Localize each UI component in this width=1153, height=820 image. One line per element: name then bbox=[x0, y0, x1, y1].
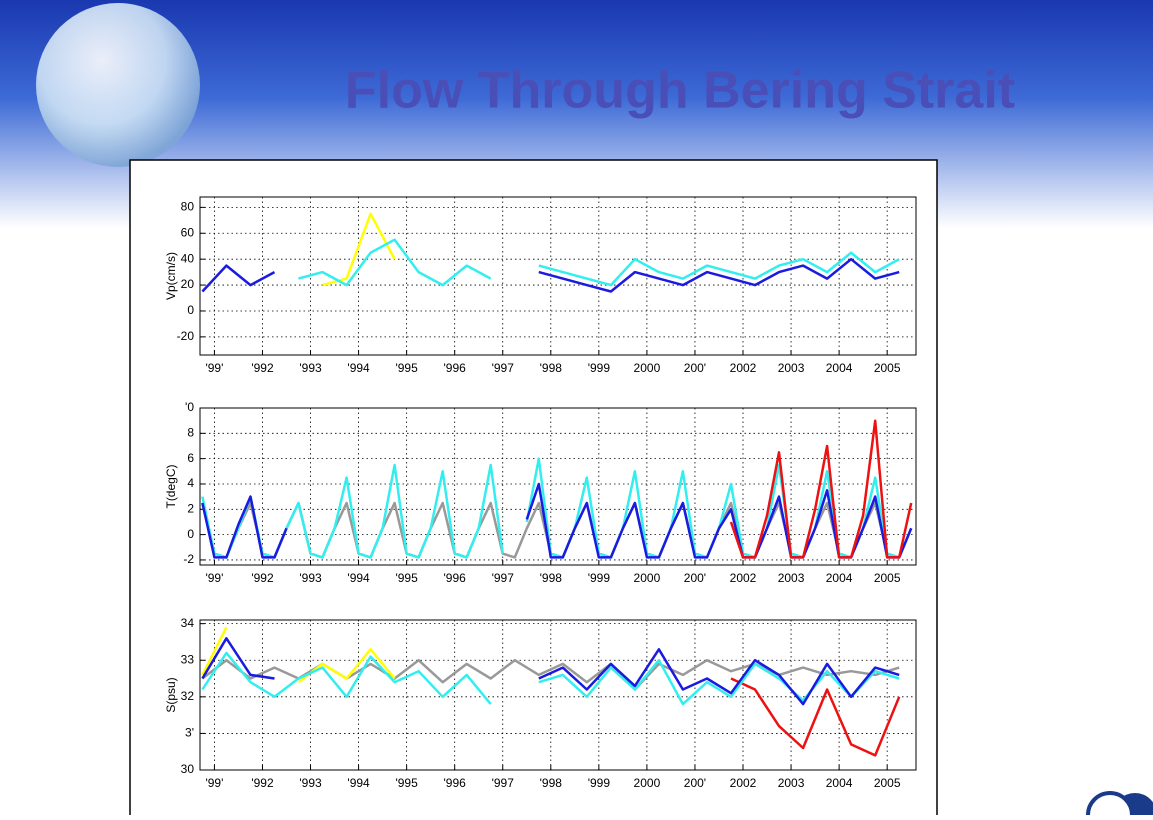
y-tick-label: '0 bbox=[185, 400, 194, 414]
x-tick-label: 200' bbox=[684, 361, 706, 375]
x-tick-label: '997 bbox=[492, 361, 515, 375]
x-tick-label: 2004 bbox=[826, 571, 853, 585]
page: Flow Through Bering Strait -20020406080'… bbox=[0, 0, 1153, 815]
x-tick-label: '998 bbox=[540, 571, 563, 585]
x-tick-label: 2003 bbox=[778, 571, 805, 585]
x-tick-label: 2004 bbox=[826, 776, 853, 790]
x-tick-label: 2005 bbox=[874, 776, 901, 790]
x-tick-label: '994 bbox=[347, 776, 370, 790]
x-tick-label: 2000 bbox=[634, 361, 661, 375]
y-axis-label: S(psu) bbox=[164, 677, 178, 712]
x-tick-label: '99' bbox=[205, 571, 223, 585]
x-tick-label: '993 bbox=[299, 776, 322, 790]
x-tick-label: '998 bbox=[540, 361, 563, 375]
y-tick-label: 30 bbox=[181, 762, 195, 776]
x-tick-label: '999 bbox=[588, 776, 611, 790]
y-tick-label: 0 bbox=[187, 303, 194, 317]
y-tick-label: 0 bbox=[187, 527, 194, 541]
x-tick-label: '996 bbox=[444, 571, 467, 585]
x-tick-label: '995 bbox=[395, 776, 418, 790]
x-tick-label: '994 bbox=[347, 571, 370, 585]
y-tick-label: 60 bbox=[181, 225, 195, 239]
x-tick-label: '997 bbox=[492, 776, 515, 790]
x-tick-label: 2005 bbox=[874, 361, 901, 375]
x-tick-label: 200' bbox=[684, 776, 706, 790]
x-tick-label: '993 bbox=[299, 361, 322, 375]
x-tick-label: '99' bbox=[205, 361, 223, 375]
y-tick-label: -20 bbox=[177, 329, 195, 343]
y-tick-label: 32 bbox=[181, 689, 195, 703]
y-tick-label: 80 bbox=[181, 200, 195, 214]
x-tick-label: 2002 bbox=[730, 361, 757, 375]
x-tick-label: '998 bbox=[540, 776, 563, 790]
x-tick-label: 2005 bbox=[874, 571, 901, 585]
y-tick-label: 20 bbox=[181, 277, 195, 291]
x-tick-label: '996 bbox=[444, 776, 467, 790]
y-tick-label: 33 bbox=[181, 652, 195, 666]
x-tick-label: '999 bbox=[588, 571, 611, 585]
y-tick-label: -2 bbox=[183, 552, 194, 566]
x-tick-label: '99' bbox=[205, 776, 223, 790]
y-axis-label: Vp(cm/s) bbox=[164, 252, 178, 300]
globe-decoration bbox=[36, 3, 200, 167]
x-tick-label: '995 bbox=[395, 571, 418, 585]
x-tick-label: 2002 bbox=[730, 571, 757, 585]
x-tick-label: '994 bbox=[347, 361, 370, 375]
x-tick-label: '992 bbox=[251, 361, 274, 375]
x-tick-label: '999 bbox=[588, 361, 611, 375]
x-tick-label: 2000 bbox=[634, 571, 661, 585]
y-tick-label: 8 bbox=[187, 425, 194, 439]
x-tick-label: 200' bbox=[684, 571, 706, 585]
slide-title: Flow Through Bering Strait bbox=[345, 62, 1015, 120]
x-tick-label: 2002 bbox=[730, 776, 757, 790]
x-tick-label: '992 bbox=[251, 571, 274, 585]
x-tick-label: '992 bbox=[251, 776, 274, 790]
y-axis-label: T(degC) bbox=[164, 464, 178, 508]
y-tick-label: 34 bbox=[181, 616, 195, 630]
x-tick-label: 2003 bbox=[778, 361, 805, 375]
y-tick-label: 3' bbox=[185, 726, 194, 740]
y-tick-label: 40 bbox=[181, 251, 195, 265]
x-tick-label: 2000 bbox=[634, 776, 661, 790]
x-tick-label: 2003 bbox=[778, 776, 805, 790]
x-tick-label: '993 bbox=[299, 571, 322, 585]
slide: Flow Through Bering Strait -20020406080'… bbox=[0, 0, 1153, 815]
y-tick-label: 2 bbox=[187, 501, 194, 515]
y-tick-label: 6 bbox=[187, 451, 194, 465]
x-tick-label: '997 bbox=[492, 571, 515, 585]
x-tick-label: '996 bbox=[444, 361, 467, 375]
x-tick-label: '995 bbox=[395, 361, 418, 375]
y-tick-label: 4 bbox=[187, 476, 194, 490]
x-tick-label: 2004 bbox=[826, 361, 853, 375]
